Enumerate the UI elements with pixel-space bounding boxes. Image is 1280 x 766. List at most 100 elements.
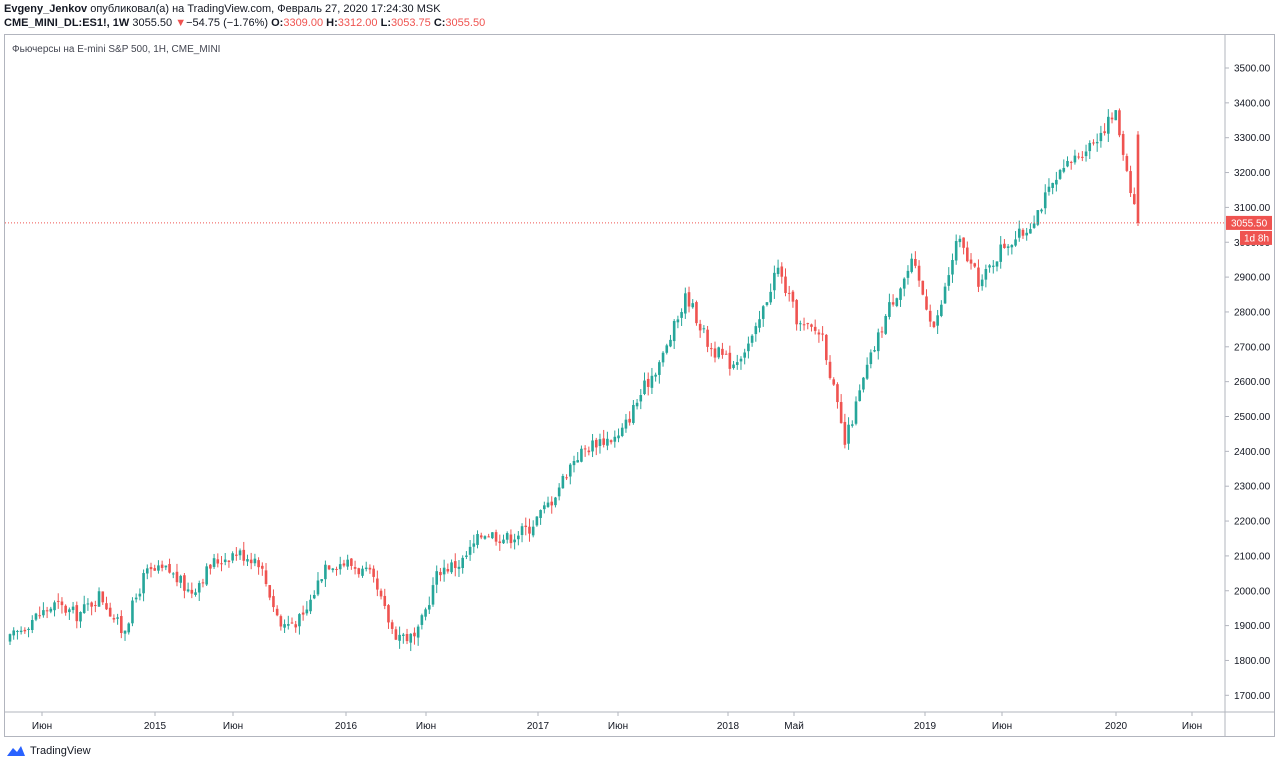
tradingview-brand[interactable]: TradingView (30, 745, 91, 757)
candle-body (984, 269, 988, 280)
candle-body (491, 532, 494, 539)
candle-body (468, 546, 472, 555)
candle-body (958, 238, 962, 243)
candle-body (858, 390, 862, 402)
author-name[interactable]: Evgeny_Jenkov (4, 3, 88, 15)
candle-body (186, 589, 190, 592)
candle-body (1062, 167, 1066, 172)
candle-body (97, 591, 101, 607)
candle-body (183, 575, 186, 591)
candle-body (1014, 239, 1017, 246)
candle-body (235, 554, 238, 556)
candle-body (387, 605, 390, 623)
candle-body (906, 270, 910, 278)
candle-body (231, 553, 234, 561)
candle-body (264, 570, 268, 584)
candle-body (769, 291, 772, 303)
candle-body (442, 567, 446, 575)
candle-body (598, 439, 602, 446)
price-change: −54.75 (−1.76%) (186, 17, 269, 29)
candle-body (53, 602, 56, 611)
y-tick-label: 2000.00 (1234, 586, 1271, 597)
candle-body (94, 605, 97, 607)
candle-body (940, 304, 943, 316)
candle-body (1088, 142, 1092, 152)
high-label: H: (326, 17, 338, 29)
candle-body (498, 541, 502, 544)
candle-body (862, 377, 865, 390)
candle-body (353, 567, 357, 569)
candle-body (90, 602, 93, 607)
y-tick-label: 2700.00 (1234, 342, 1271, 353)
candle-body (999, 244, 1003, 262)
candle-body (364, 567, 368, 570)
candle-body (220, 563, 223, 565)
candle-body (613, 436, 617, 442)
candle-body (476, 534, 479, 545)
candle-body (550, 501, 554, 506)
candle-body (513, 539, 516, 543)
candle-body (49, 608, 53, 612)
candle-body (876, 332, 880, 352)
price-axis[interactable]: 1700.00 1800.00 1900.00 2000.00 2100.00 2200.… (1225, 64, 1271, 702)
candle-body (79, 612, 82, 622)
candle-body (413, 632, 416, 637)
x-tick-label: Июн (416, 721, 436, 732)
candle-body (327, 565, 331, 570)
candle-body (30, 620, 34, 630)
candle-body (450, 562, 453, 573)
candle-body (620, 427, 624, 436)
candle-body (1047, 186, 1051, 192)
candle-body (372, 568, 375, 577)
candle-body (966, 247, 969, 262)
candle-body (646, 378, 650, 387)
x-tick-label: 2016 (335, 721, 358, 732)
candle-body (617, 435, 620, 439)
change-arrow-icon: ▼ (175, 17, 187, 29)
candle-body (424, 609, 427, 617)
candle-body (691, 303, 695, 308)
candle-body (272, 596, 275, 608)
candle-body (817, 332, 821, 335)
candle-body (320, 579, 323, 582)
close-value: 3055.50 (445, 17, 486, 29)
candle-body (687, 292, 691, 307)
candle-body (190, 589, 194, 594)
candle-body (672, 321, 676, 342)
low-label: L: (380, 17, 391, 29)
candle-body (936, 315, 939, 326)
candle-body (494, 532, 498, 542)
candle-body (695, 302, 698, 324)
candle-body (787, 292, 791, 294)
candle-body (1095, 141, 1099, 144)
candle-body (1025, 232, 1028, 236)
candle-body (249, 559, 253, 564)
candle-body (1125, 156, 1129, 171)
candle-body (765, 302, 769, 305)
candle-body (82, 604, 86, 614)
candle-body (832, 379, 836, 385)
candle-body (179, 575, 182, 583)
candle-body (201, 582, 205, 584)
candle-body (773, 272, 776, 291)
y-tick-label: 2600.00 (1234, 377, 1271, 388)
open-value: 3309.00 (283, 17, 324, 29)
candle-body (261, 565, 264, 569)
candle-body (324, 564, 327, 580)
x-tick-label: 2017 (527, 721, 550, 732)
candle-body (390, 622, 394, 629)
candle-body (1021, 229, 1025, 236)
y-tick-label: 2300.00 (1234, 482, 1271, 493)
chart-frame (4, 34, 1275, 737)
x-tick-label: Июн (32, 721, 52, 732)
candle-body (784, 276, 787, 294)
candle-body (591, 440, 594, 452)
candle-body (461, 557, 464, 569)
candle-body (576, 460, 580, 463)
chart-title: Фьючерсы на E-mini S&P 500, 1H, CME_MINI (12, 44, 221, 55)
candle-body (643, 380, 646, 395)
y-tick-label: 2800.00 (1234, 307, 1271, 318)
candle-body (1121, 134, 1125, 155)
time-axis[interactable]: Июн 2015 Июн 2016 Июн 2017 Июн 2018 Май 2019 Июн 20… (32, 712, 1202, 732)
